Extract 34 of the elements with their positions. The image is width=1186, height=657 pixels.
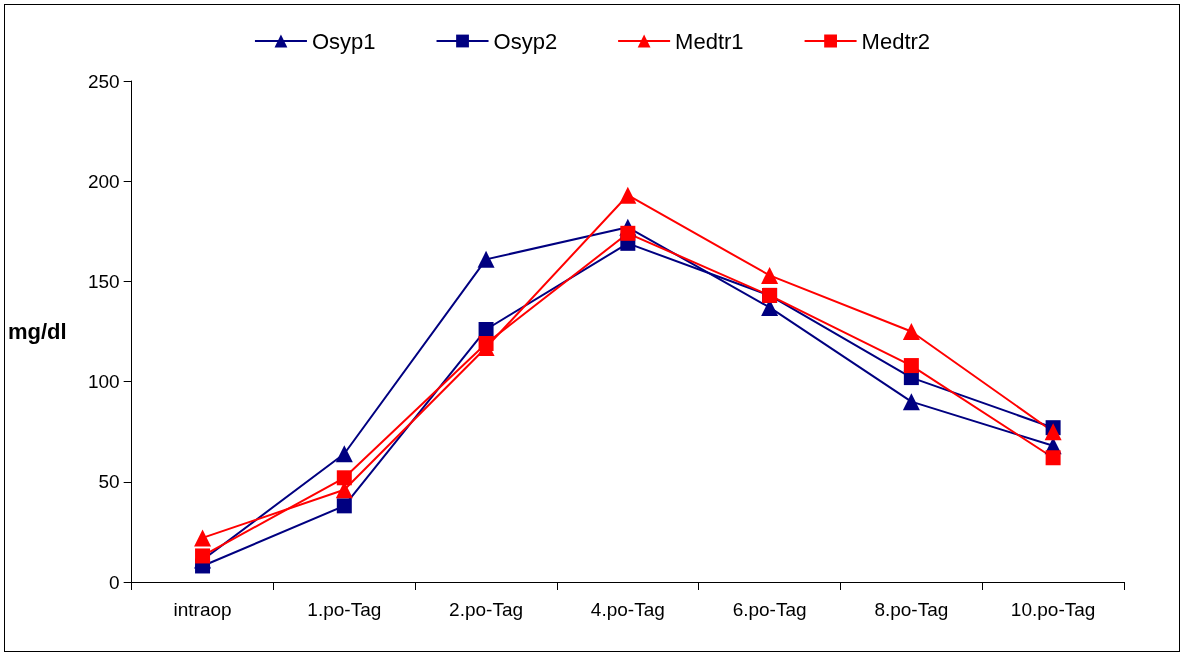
point <box>1045 450 1061 466</box>
point <box>336 470 352 486</box>
y-tick-label: 200 <box>87 170 120 192</box>
point <box>902 393 920 411</box>
point <box>620 225 636 241</box>
x-tick-label: 4.po-Tag <box>590 599 665 620</box>
y-tick-label: 100 <box>87 371 120 393</box>
legend-label: Osyp2 <box>493 28 558 54</box>
x-tick-label: 8.po-Tag <box>874 599 949 620</box>
y-tick-label: 0 <box>109 571 120 593</box>
x-tick-label: 6.po-Tag <box>732 599 807 620</box>
y-tick-label: 250 <box>87 70 120 92</box>
legend-label: Osyp1 <box>311 28 376 54</box>
point <box>336 498 352 514</box>
legend-label: Medtr2 <box>861 28 931 54</box>
x-tick-label: intraop <box>173 599 232 620</box>
point <box>478 336 494 352</box>
point <box>195 548 211 564</box>
point <box>335 445 353 463</box>
point <box>761 266 779 284</box>
point <box>477 250 495 268</box>
legend-label: Medtr1 <box>675 28 744 54</box>
x-tick-label: 2.po-Tag <box>449 599 524 620</box>
point <box>194 529 212 547</box>
point <box>902 323 920 340</box>
point <box>619 186 637 204</box>
point <box>1044 423 1062 441</box>
point <box>478 322 494 337</box>
y-axis-title: mg/dl <box>7 319 67 344</box>
x-tick-label: 1.po-Tag <box>307 599 382 620</box>
y-tick-label: 150 <box>87 270 120 292</box>
x-tick-label: 10.po-Tag <box>1010 599 1096 620</box>
y-tick-label: 50 <box>98 471 120 493</box>
point <box>903 358 919 374</box>
